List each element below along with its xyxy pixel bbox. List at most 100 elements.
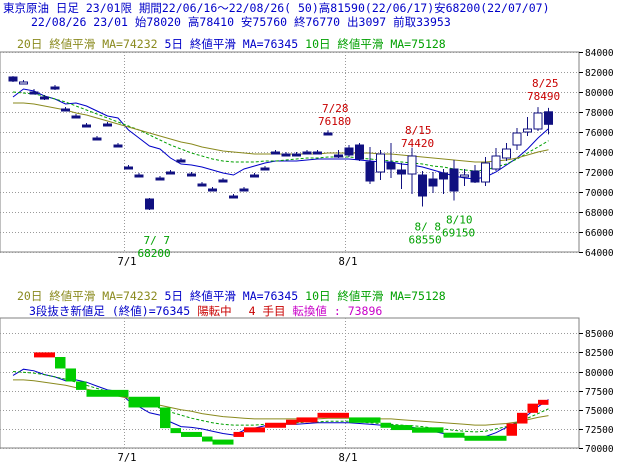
candle-body <box>176 159 186 163</box>
price-annotation: 68550 <box>409 234 442 247</box>
candle-body <box>82 124 91 128</box>
candle-body <box>292 153 301 157</box>
candle-body <box>134 174 144 178</box>
lower-legend: 20日 終値平滑 MA=74232 5日 終値平滑 MA=76345 10日 終… <box>17 289 446 303</box>
candle-body <box>481 162 490 183</box>
break-bar-up <box>286 419 297 425</box>
candle-body <box>365 161 375 182</box>
y-tick-label: 82500 <box>585 348 614 359</box>
price-annotation: 78490 <box>527 90 560 103</box>
y-tick-label: 76000 <box>585 128 614 139</box>
ma-line-5 <box>12 88 549 180</box>
candle-body <box>281 153 291 157</box>
candle-body <box>439 172 448 180</box>
price-annotation: 8/ 8 <box>415 221 442 234</box>
candle-body <box>271 151 280 155</box>
break-bar-up <box>233 431 244 437</box>
price-annotation: 74420 <box>401 137 434 150</box>
y-tick-label: 72500 <box>585 425 614 436</box>
price-annotation: 7/28 <box>322 102 349 115</box>
candle-body <box>533 112 543 130</box>
break-bar-down <box>55 357 66 369</box>
y-tick-label: 85000 <box>585 329 614 340</box>
break-bar-down <box>86 389 129 397</box>
price-annotation: 8/25 <box>532 77 559 90</box>
break-bar-down <box>391 425 412 431</box>
break-bar-down <box>202 436 213 442</box>
candle-body <box>355 144 364 160</box>
candle-body <box>250 174 259 178</box>
price-annotation: 76180 <box>318 115 351 128</box>
candle-body <box>145 198 154 210</box>
candle-body <box>460 174 469 178</box>
candle-body <box>544 111 553 125</box>
y-tick-label: 72000 <box>585 168 614 179</box>
break-bar-down <box>212 439 234 445</box>
ma-line-10 <box>12 91 549 172</box>
candle-body <box>313 151 322 155</box>
candle-body <box>19 81 28 85</box>
candle-body <box>302 151 312 155</box>
y-tick-label: 70000 <box>585 444 614 455</box>
candle-body <box>502 148 511 159</box>
x-tick-label: 8/1 <box>339 452 358 464</box>
conversion-value: 転換値 : 73896 <box>292 304 383 318</box>
legend-ma5: 5日 終値平滑 MA=76345 <box>164 37 299 51</box>
candle-body <box>239 188 249 192</box>
lower-legend-ma20: 20日 終値平滑 MA=74232 <box>17 289 158 303</box>
candle-body <box>334 154 343 158</box>
break-bar-down <box>160 407 171 429</box>
candle-body <box>92 137 102 141</box>
candle-body <box>166 171 175 175</box>
y-tick-label: 77500 <box>585 387 614 398</box>
candle-body <box>449 168 459 192</box>
y-tick-label: 74000 <box>585 148 614 159</box>
price-annotation: 69150 <box>442 227 475 240</box>
candle-body <box>187 173 196 177</box>
x-tick-label: 8/1 <box>339 256 358 268</box>
ma-line-20 <box>13 102 549 163</box>
break-bar-down <box>380 422 391 428</box>
break-bar-down <box>76 381 87 390</box>
y-tick-label: 70000 <box>585 188 614 199</box>
candle-body <box>208 188 217 192</box>
y-tick-label: 64000 <box>585 248 614 259</box>
three-line-info: 3段抜き新値足 (終値)=76345 陽転中 4 手目 転換値 : 73896 <box>29 304 382 318</box>
break-bar-up <box>317 412 349 418</box>
y-tick-label: 80000 <box>585 88 614 99</box>
candle-body <box>386 162 396 170</box>
break-bar-down <box>128 396 160 408</box>
break-bar-up <box>538 399 549 405</box>
chart-header-line1: 東京原油 日足 23/01限 期間22/06/16～22/08/26( 50)高… <box>3 1 550 15</box>
y-tick-label: 78000 <box>585 108 614 119</box>
price-annotation: 8/15 <box>405 124 432 137</box>
candle-body <box>376 153 385 173</box>
break-bar-down <box>349 417 381 423</box>
break-bar-up <box>527 403 538 413</box>
candle-body <box>397 169 406 175</box>
break-bar-down <box>412 427 444 433</box>
break-bar-up <box>517 412 528 424</box>
three-line-break-value: 3段抜き新値足 (終値)=76345 <box>29 304 191 318</box>
candle-body <box>71 115 81 119</box>
step-count: 4 手目 <box>248 304 286 318</box>
candle-body <box>103 123 112 127</box>
y-tick-label: 66000 <box>585 228 614 239</box>
break-bar-down <box>181 431 202 437</box>
price-annotation: 7/ 7 <box>144 234 171 247</box>
candle-body <box>407 155 417 175</box>
candle-body <box>155 177 165 181</box>
break-bar-down <box>443 432 465 438</box>
lower-frame <box>0 317 580 449</box>
candle-body <box>523 128 532 133</box>
price-annotation: 8/10 <box>446 214 473 227</box>
y-tick-label: 80000 <box>585 368 614 379</box>
candle-body <box>229 195 238 199</box>
candle-body <box>260 167 270 171</box>
candle-body <box>428 178 438 187</box>
break-bar-up <box>265 422 286 428</box>
break-bar-up <box>34 352 55 358</box>
break-bar-down <box>65 368 76 382</box>
legend-ma10: 10日 終値平滑 MA=75128 <box>305 37 446 51</box>
